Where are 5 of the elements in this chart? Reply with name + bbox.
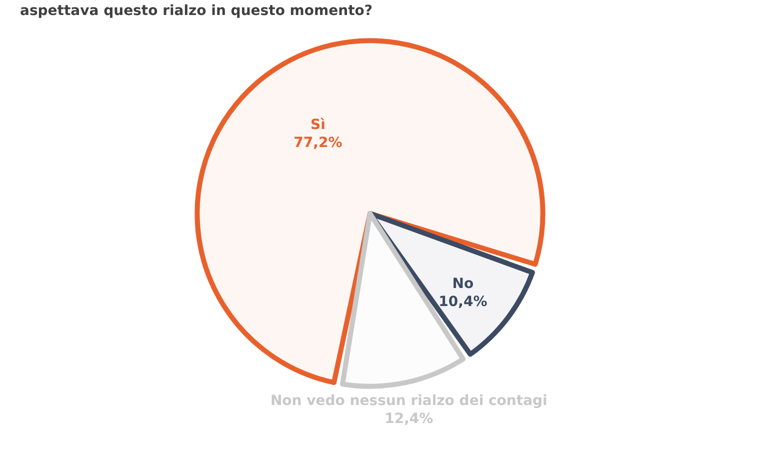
slice-label: No	[452, 276, 474, 292]
chart-title: aspettava questo rialzo in questo momento?	[20, 3, 372, 19]
data-label: 10,4%	[438, 294, 488, 310]
slice-label: Sì	[310, 116, 326, 133]
data-label: 77,2%	[294, 134, 342, 151]
